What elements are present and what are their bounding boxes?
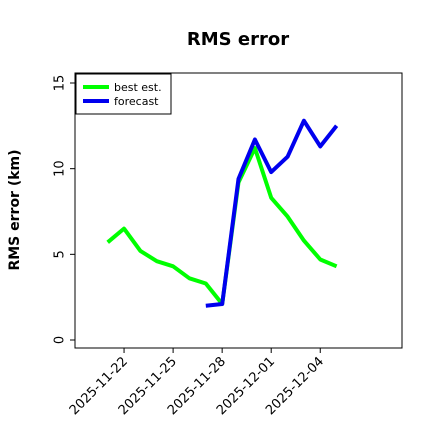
y-tick-label: 10 [53, 160, 68, 177]
y-axis-label: RMS error (km) [7, 149, 23, 270]
legend-label: forecast [114, 95, 159, 108]
y-tick-label: 5 [53, 250, 68, 258]
series-line-best-est [106, 146, 338, 306]
y-tick-label: 0 [53, 336, 68, 344]
legend-label: best est. [114, 81, 162, 94]
legend-box [75, 73, 172, 115]
y-tick-label: 15 [53, 75, 68, 92]
plot-frame [74, 72, 403, 349]
plot-area: 0510152025-11-222025-11-252025-11-282025… [53, 72, 403, 418]
series-line-forecast [205, 118, 339, 308]
chart-title: RMS error [187, 29, 289, 50]
